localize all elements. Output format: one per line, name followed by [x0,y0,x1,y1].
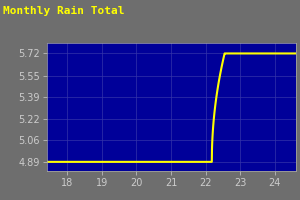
Text: Monthly Rain Total: Monthly Rain Total [3,6,124,16]
